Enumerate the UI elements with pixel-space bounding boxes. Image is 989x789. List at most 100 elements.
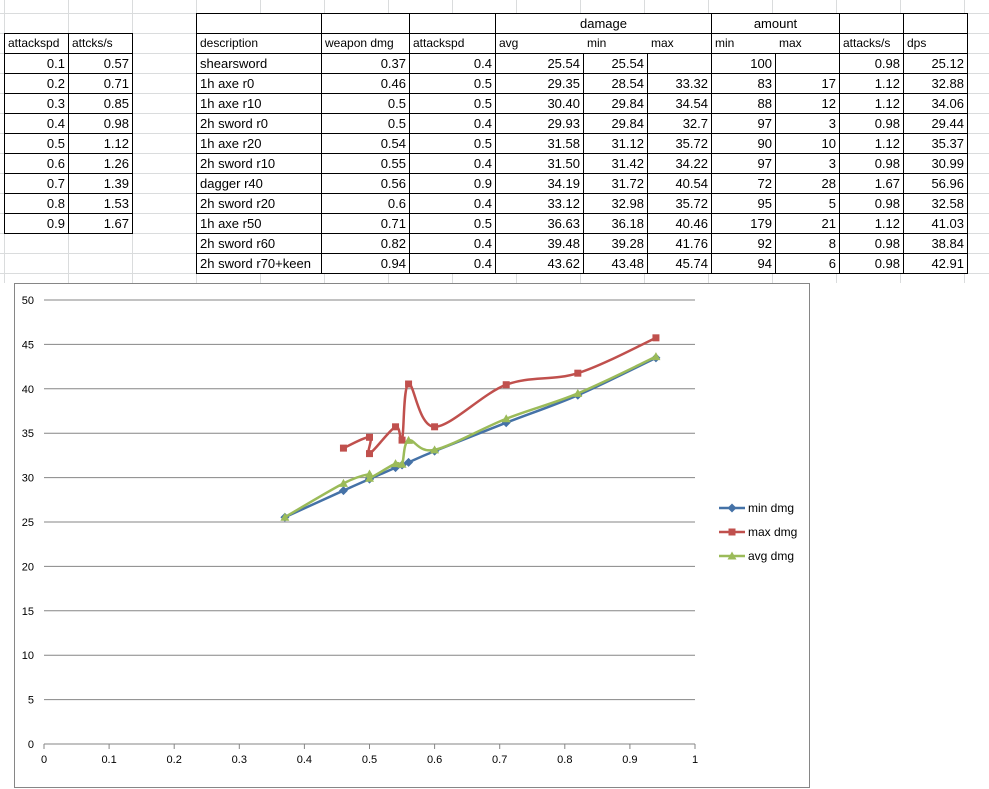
weapon-value-cell[interactable]: 17 xyxy=(775,73,840,94)
damage-group-header[interactable]: damage xyxy=(495,13,712,34)
weapon-value-cell[interactable]: 32.7 xyxy=(647,113,712,134)
weapon-value-cell[interactable]: 97 xyxy=(711,153,776,174)
weapon-value-cell[interactable]: 28 xyxy=(775,173,840,194)
weapon-value-cell[interactable]: 0.9 xyxy=(409,173,496,194)
weapon-value-cell[interactable]: 0.54 xyxy=(321,133,410,154)
weapon-value-cell[interactable]: 31.12 xyxy=(583,133,648,154)
weapon-value-cell[interactable]: 56.96 xyxy=(903,173,968,194)
weapon-value-cell[interactable]: 32.98 xyxy=(583,193,648,214)
data-point-min-dmg[interactable] xyxy=(404,457,414,467)
weapon-value-cell[interactable]: 31.72 xyxy=(583,173,648,194)
weapon-value-cell[interactable]: 1.12 xyxy=(839,73,904,94)
weapon-value-cell[interactable]: 34.19 xyxy=(495,173,584,194)
weapon-value-cell[interactable]: 41.76 xyxy=(647,233,712,254)
weapon-value-cell[interactable]: 0.98 xyxy=(839,53,904,74)
left-header-cell[interactable]: attcks/s xyxy=(68,33,133,54)
weapon-value-cell[interactable]: 25.54 xyxy=(495,53,584,74)
legend-marker-min-dmg[interactable] xyxy=(727,503,737,513)
data-point-max-dmg[interactable] xyxy=(574,369,582,377)
right-header-cell[interactable]: dps xyxy=(903,33,968,54)
weapon-description-cell[interactable]: 2h sword r10 xyxy=(196,153,322,174)
left-table-cell[interactable]: 0.6 xyxy=(4,153,69,174)
left-header-cell[interactable]: attackspd xyxy=(4,33,69,54)
data-point-avg-dmg[interactable] xyxy=(404,435,414,444)
right-header-cell[interactable]: max xyxy=(647,33,712,54)
right-header-cell[interactable]: max xyxy=(775,33,840,54)
weapon-value-cell[interactable]: 31.42 xyxy=(583,153,648,174)
weapon-value-cell[interactable]: 88 xyxy=(711,93,776,114)
data-point-max-dmg[interactable] xyxy=(398,436,406,444)
data-point-max-dmg[interactable] xyxy=(405,380,413,388)
weapon-value-cell[interactable]: 28.54 xyxy=(583,73,648,94)
damage-chart[interactable]: 0 5 10 15 20 25 30 35 40 45 50 0 0.1 0.2 0.3 0.4 0.5 0.6 0… xyxy=(0,283,989,789)
data-point-avg-dmg[interactable] xyxy=(573,388,583,397)
left-table-cell[interactable]: 1.12 xyxy=(68,133,133,154)
weapon-value-cell[interactable]: 39.28 xyxy=(583,233,648,254)
weapon-value-cell[interactable]: 0.4 xyxy=(409,193,496,214)
weapon-value-cell[interactable]: 29.44 xyxy=(903,113,968,134)
weapon-value-cell[interactable]: 29.93 xyxy=(495,113,584,134)
left-table-cell[interactable]: 0.85 xyxy=(68,93,133,114)
left-table-cell[interactable]: 0.3 xyxy=(4,93,69,114)
weapon-value-cell[interactable]: 29.84 xyxy=(583,93,648,114)
data-point-avg-dmg[interactable] xyxy=(338,478,348,487)
weapon-value-cell[interactable]: 10 xyxy=(775,133,840,154)
data-point-avg-dmg[interactable] xyxy=(501,414,511,423)
weapon-value-cell[interactable]: 34.54 xyxy=(647,93,712,114)
left-table-cell[interactable]: 0.9 xyxy=(4,213,69,234)
weapon-value-cell[interactable]: 43.48 xyxy=(583,253,648,274)
weapon-value-cell[interactable]: 5 xyxy=(775,193,840,214)
weapon-value-cell[interactable]: 1.12 xyxy=(839,133,904,154)
right-header-cell[interactable]: min xyxy=(711,33,776,54)
weapon-description-cell[interactable]: dagger r40 xyxy=(196,173,322,194)
empty-header-cell[interactable] xyxy=(839,13,904,34)
weapon-value-cell[interactable]: 179 xyxy=(711,213,776,234)
weapon-value-cell[interactable]: 0.98 xyxy=(839,233,904,254)
right-header-cell[interactable]: avg xyxy=(495,33,584,54)
legend-marker-max-dmg[interactable] xyxy=(728,528,736,536)
weapon-value-cell[interactable]: 40.46 xyxy=(647,213,712,234)
data-point-avg-dmg[interactable] xyxy=(430,445,440,454)
weapon-value-cell[interactable]: 0.5 xyxy=(321,93,410,114)
weapon-value-cell[interactable]: 35.37 xyxy=(903,133,968,154)
weapon-value-cell[interactable] xyxy=(647,53,712,74)
weapon-value-cell[interactable]: 72 xyxy=(711,173,776,194)
data-point-max-dmg[interactable] xyxy=(431,423,439,431)
right-header-cell[interactable]: min xyxy=(583,33,648,54)
right-header-cell[interactable]: attackspd xyxy=(409,33,496,54)
weapon-description-cell[interactable]: 2h sword r20 xyxy=(196,193,322,214)
amount-group-header[interactable]: amount xyxy=(711,13,840,34)
empty-header-cell[interactable] xyxy=(196,13,322,34)
left-table-cell[interactable]: 0.57 xyxy=(68,53,133,74)
weapon-value-cell[interactable]: 0.4 xyxy=(409,53,496,74)
weapon-value-cell[interactable]: 92 xyxy=(711,233,776,254)
data-point-avg-dmg[interactable] xyxy=(365,473,374,482)
left-table-cell[interactable]: 1.39 xyxy=(68,173,133,194)
weapon-value-cell[interactable]: 0.82 xyxy=(321,233,410,254)
weapon-value-cell[interactable]: 8 xyxy=(775,233,840,254)
weapon-value-cell[interactable]: 0.98 xyxy=(839,193,904,214)
empty-header-cell[interactable] xyxy=(903,13,968,34)
weapon-value-cell[interactable]: 1.67 xyxy=(839,173,904,194)
weapon-value-cell[interactable]: 39.48 xyxy=(495,233,584,254)
data-point-max-dmg[interactable] xyxy=(339,444,347,452)
weapon-value-cell[interactable]: 38.84 xyxy=(903,233,968,254)
data-point-max-dmg[interactable] xyxy=(366,433,373,441)
right-header-cell[interactable]: weapon dmg xyxy=(321,33,410,54)
weapon-value-cell[interactable]: 1.12 xyxy=(839,93,904,114)
weapon-description-cell[interactable]: 1h axe r20 xyxy=(196,133,322,154)
weapon-value-cell[interactable]: 94 xyxy=(711,253,776,274)
weapon-value-cell[interactable]: 12 xyxy=(775,93,840,114)
data-point-avg-dmg[interactable] xyxy=(365,469,374,478)
weapon-value-cell[interactable]: 35.72 xyxy=(647,133,712,154)
data-point-max-dmg[interactable] xyxy=(652,334,660,342)
empty-header-cell[interactable] xyxy=(409,13,496,34)
weapon-value-cell[interactable]: 6 xyxy=(775,253,840,274)
weapon-value-cell[interactable]: 0.4 xyxy=(409,153,496,174)
weapon-value-cell[interactable]: 29.84 xyxy=(583,113,648,134)
data-point-min-dmg[interactable] xyxy=(338,486,348,496)
weapon-value-cell[interactable]: 35.72 xyxy=(647,193,712,214)
left-table-cell[interactable]: 1.53 xyxy=(68,193,133,214)
weapon-value-cell[interactable]: 25.54 xyxy=(583,53,648,74)
weapon-value-cell[interactable]: 30.40 xyxy=(495,93,584,114)
